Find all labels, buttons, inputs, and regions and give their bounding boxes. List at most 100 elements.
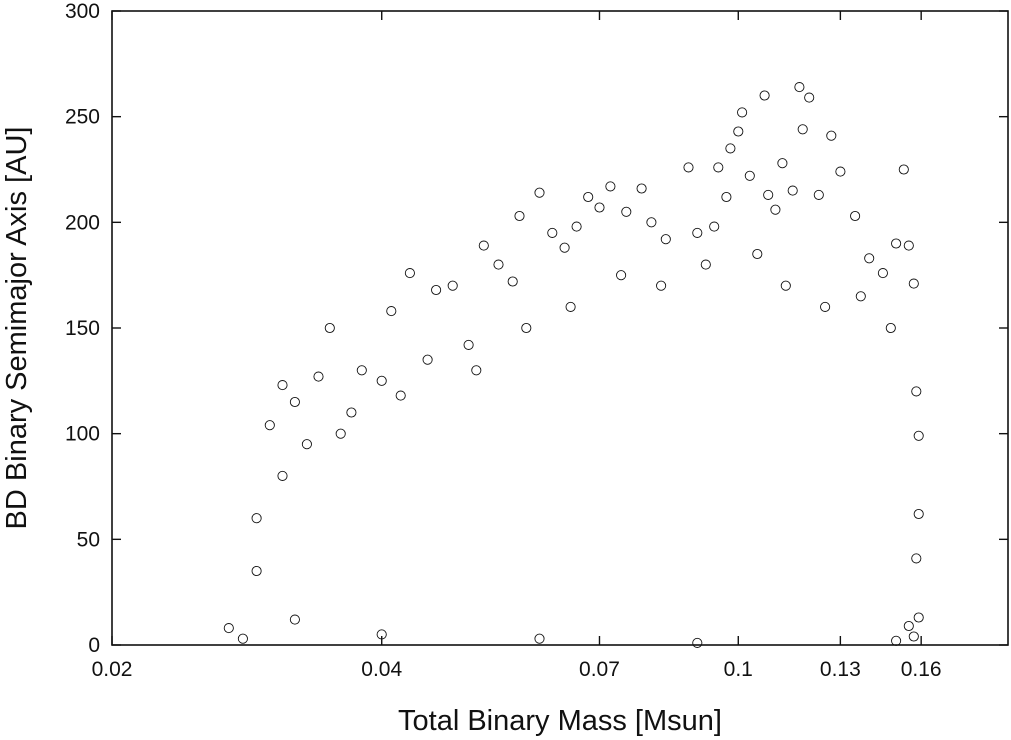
data-point-36	[733, 126, 744, 137]
data-point-37	[737, 107, 748, 118]
x-tick-label-2: 0.07	[579, 658, 620, 681]
data-point-23	[583, 191, 594, 203]
data-point-66	[534, 633, 545, 644]
data-point-34	[721, 191, 732, 203]
data-point-59	[913, 508, 924, 520]
data-point-4	[289, 396, 300, 408]
y-tick-label-6: 300	[65, 0, 100, 23]
data-point-7	[335, 428, 346, 439]
data-point-6	[324, 322, 335, 334]
data-point-39	[759, 90, 770, 101]
data-point-35	[725, 143, 736, 154]
data-point-2	[264, 420, 275, 431]
data-point-50	[850, 210, 861, 222]
data-point-40	[763, 189, 774, 200]
data-point-5	[313, 371, 324, 382]
data-point-28	[646, 217, 657, 228]
data-point-69	[223, 623, 234, 634]
data-point-70	[251, 513, 262, 524]
data-point-25	[605, 181, 616, 192]
data-point-80	[656, 280, 667, 291]
data-points-layer	[223, 82, 924, 648]
data-point-13	[447, 280, 458, 291]
data-point-72	[301, 439, 312, 450]
data-point-49	[835, 166, 846, 177]
data-point-1	[251, 565, 262, 577]
data-point-9	[376, 375, 387, 386]
data-point-53	[891, 238, 902, 249]
x-tick-label-4: 0.13	[820, 658, 861, 681]
data-point-44	[794, 82, 805, 93]
data-point-47	[813, 189, 824, 200]
y-tick-label-1: 50	[77, 528, 100, 551]
data-point-84	[820, 301, 831, 312]
data-point-10	[386, 306, 397, 317]
data-point-46	[804, 92, 815, 103]
data-point-76	[471, 365, 482, 376]
data-point-11	[404, 268, 415, 279]
data-point-52	[877, 268, 888, 279]
data-point-54	[898, 164, 909, 175]
y-tick-label-3: 150	[65, 317, 100, 340]
data-point-8	[356, 365, 367, 376]
data-point-14	[463, 339, 474, 350]
data-point-79	[616, 270, 627, 281]
data-point-56	[908, 278, 919, 289]
y-tick-label-4: 200	[65, 211, 100, 234]
x-tick-label-1: 0.04	[361, 658, 402, 681]
data-point-45	[797, 124, 808, 135]
data-point-77	[521, 322, 532, 334]
y-tick-label-5: 250	[65, 106, 100, 129]
data-point-63	[903, 620, 914, 632]
data-point-0	[237, 633, 248, 644]
y-tick-label-2: 100	[65, 423, 100, 446]
data-point-24	[594, 202, 605, 213]
data-point-41	[770, 204, 781, 215]
data-point-86	[885, 322, 896, 334]
data-point-75	[422, 354, 433, 365]
data-point-78	[565, 301, 576, 312]
data-point-43	[787, 185, 798, 196]
data-point-58	[913, 430, 924, 441]
y-axis-title: BD Binary Semimajor Axis [AU]	[1, 127, 33, 530]
data-point-31	[692, 227, 703, 238]
data-point-65	[692, 637, 703, 648]
data-point-55	[903, 240, 914, 251]
x-tick-label-3: 0.1	[724, 658, 753, 681]
data-point-16	[493, 259, 504, 270]
data-point-15	[478, 240, 489, 251]
data-point-83	[780, 280, 791, 291]
data-point-61	[913, 612, 924, 623]
data-point-32	[709, 221, 720, 232]
data-point-30	[683, 162, 694, 173]
data-point-85	[855, 291, 866, 302]
data-point-12	[431, 284, 442, 296]
data-point-71	[277, 470, 288, 481]
data-point-51	[864, 253, 875, 264]
data-point-18	[514, 210, 525, 222]
x-tick-label-5: 0.16	[901, 658, 942, 681]
axis-ticks-layer: 0.02 0.04 0.07 0.1 0.13 0.16 0 50 100 150 200 250 30…	[65, 0, 1008, 681]
x-axis-title: Total Binary Mass [Msun]	[398, 705, 722, 737]
data-point-38	[744, 170, 755, 181]
data-point-3	[277, 380, 288, 391]
data-point-27	[636, 183, 647, 194]
data-point-20	[547, 227, 558, 238]
data-point-26	[621, 206, 632, 217]
data-point-81	[700, 259, 711, 270]
data-point-48	[826, 130, 837, 141]
data-point-60	[911, 553, 922, 564]
data-point-17	[507, 276, 518, 287]
data-point-62	[908, 631, 919, 642]
data-point-21	[559, 242, 570, 253]
data-point-73	[346, 407, 357, 418]
data-point-74	[395, 390, 406, 401]
data-point-19	[534, 187, 545, 198]
data-point-33	[713, 162, 724, 173]
data-point-42	[777, 158, 788, 169]
x-tick-label-0: 0.02	[92, 658, 133, 681]
data-point-68	[289, 614, 300, 625]
data-point-82	[752, 248, 763, 260]
